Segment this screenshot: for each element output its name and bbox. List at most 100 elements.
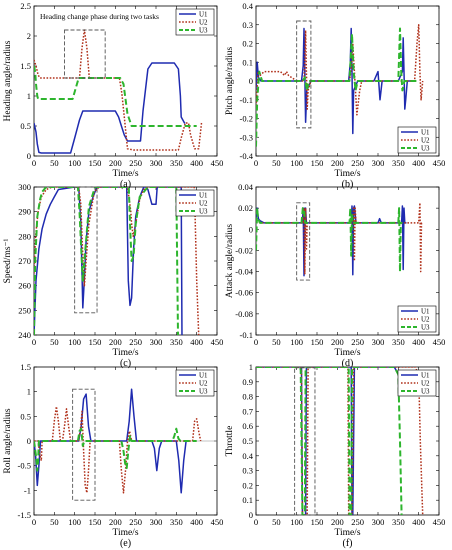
y-tick-label: 0 [249, 510, 253, 520]
legend-label: U2 [421, 316, 430, 324]
highlight-box [296, 202, 311, 281]
x-tick-label: 0 [32, 337, 36, 347]
y-tick-label: 0.5 [242, 436, 253, 446]
x-tick-label: 50 [50, 158, 59, 168]
legend-label: U2 [199, 380, 208, 388]
y-tick-label: 250 [18, 305, 31, 315]
x-tick-label: 100 [68, 517, 81, 527]
series-line-u1 [34, 187, 183, 335]
x-axis-label: Time/s [334, 528, 360, 538]
panel-4: 0 50 100 150 200 250 300 350 400 450 -0.1 -0.08 -0.0… [225, 182, 445, 369]
legend-label: U2 [421, 380, 430, 388]
x-tick-label: 450 [211, 337, 224, 347]
y-tick-label: -0.2 [240, 114, 253, 124]
x-tick-label: 0 [32, 517, 36, 527]
subfigure-label: (c) [120, 358, 131, 369]
y-tick-label: 0.2 [242, 39, 253, 49]
x-tick-label: 200 [109, 158, 122, 168]
x-tick-label: 450 [433, 158, 446, 168]
legend-label: U3 [421, 145, 430, 153]
panel-5: 0 50 100 150 200 250 300 350 400 450 -1.5 -1 -0.5 0 0.… [3, 362, 223, 549]
x-tick-label: 250 [351, 337, 364, 347]
y-tick-label: -0.1 [240, 95, 253, 105]
x-tick-label: 250 [129, 158, 142, 168]
y-tick-label: 0.04 [238, 182, 254, 192]
x-tick-label: 100 [290, 158, 303, 168]
series-group [256, 24, 424, 147]
x-tick-label: 350 [170, 337, 183, 347]
annotation-text: Heading change phase during two tasks [40, 12, 159, 21]
subfigure-label: (d) [342, 358, 354, 369]
x-tick-label: 0 [254, 337, 258, 347]
legend-label: U1 [199, 192, 208, 200]
subfigure-label: (b) [342, 179, 354, 190]
y-tick-label: 2.5 [20, 1, 31, 11]
y-axis-label: Roll angle/radius [3, 408, 13, 473]
plot-frame [255, 186, 440, 336]
x-tick-label: 100 [290, 517, 303, 527]
y-tick-label: 1 [249, 362, 253, 372]
series-line-u3 [256, 27, 419, 147]
x-tick-label: 100 [68, 158, 81, 168]
x-tick-label: 300 [372, 337, 385, 347]
series-line-u3 [256, 367, 403, 515]
x-axis-label: Time/s [112, 528, 138, 538]
x-tick-label: 100 [68, 337, 81, 347]
y-tick-label: 0.5 [20, 121, 31, 131]
series-line-u1 [34, 62, 186, 154]
x-tick-label: 450 [433, 517, 446, 527]
y-tick-label: 0.7 [242, 406, 253, 416]
subfigure-label: (f) [343, 538, 353, 549]
series-group [256, 202, 423, 277]
y-tick-label: 1 [27, 387, 31, 397]
panel-2: 0 50 100 150 200 250 300 350 400 450 -0.4 -0.3 -0.2 -… [225, 1, 445, 190]
legend-label: U1 [421, 372, 430, 380]
x-tick-label: 450 [433, 337, 446, 347]
legend-label: U1 [421, 129, 430, 137]
x-tick-label: 50 [50, 337, 59, 347]
y-tick-label: -1 [24, 485, 31, 495]
x-tick-label: 50 [272, 517, 281, 527]
y-tick-label: 0.02 [238, 203, 253, 213]
x-tick-label: 400 [190, 337, 203, 347]
y-tick-label: 280 [18, 231, 31, 241]
x-tick-label: 300 [150, 158, 163, 168]
y-tick-label: 0.8 [242, 392, 253, 402]
y-tick-label: 0 [249, 76, 253, 86]
series-group [34, 388, 202, 494]
y-tick-label: 1 [27, 91, 31, 101]
y-tick-label: 0.6 [242, 421, 253, 431]
series-line-u3 [256, 207, 403, 273]
y-tick-label: -0.3 [240, 132, 253, 142]
x-tick-label: 250 [129, 337, 142, 347]
x-axis-label: Time/s [112, 169, 138, 179]
y-tick-label: 0.1 [242, 495, 253, 505]
x-tick-label: 350 [170, 517, 183, 527]
x-tick-label: 250 [129, 517, 142, 527]
y-axis-label: Speed/ms⁻¹ [3, 238, 13, 283]
y-axis-label: Pitch angle/radius [225, 47, 235, 116]
x-tick-label: 400 [412, 517, 425, 527]
y-tick-label: -0.06 [235, 288, 253, 298]
x-tick-label: 300 [150, 337, 163, 347]
x-tick-label: 150 [311, 158, 324, 168]
legend-label: U2 [421, 137, 430, 145]
x-tick-label: 300 [150, 517, 163, 527]
y-tick-label: 0.9 [242, 377, 253, 387]
legend-label: U3 [199, 27, 208, 35]
legend-label: U1 [199, 11, 208, 19]
x-tick-label: 0 [32, 158, 36, 168]
x-tick-label: 100 [290, 337, 303, 347]
y-tick-label: -0.08 [235, 309, 253, 319]
y-axis-label: Heading angle/radius [3, 40, 13, 121]
y-tick-label: 0.3 [242, 466, 253, 476]
highlight-box [294, 367, 316, 516]
x-axis-label: Time/s [334, 348, 360, 358]
y-tick-label: 0 [27, 151, 31, 161]
panel-6: 0 50 100 150 200 250 300 350 400 450 0 0.1 0.2 0.3 0.4… [225, 362, 445, 549]
x-tick-label: 0 [254, 158, 258, 168]
